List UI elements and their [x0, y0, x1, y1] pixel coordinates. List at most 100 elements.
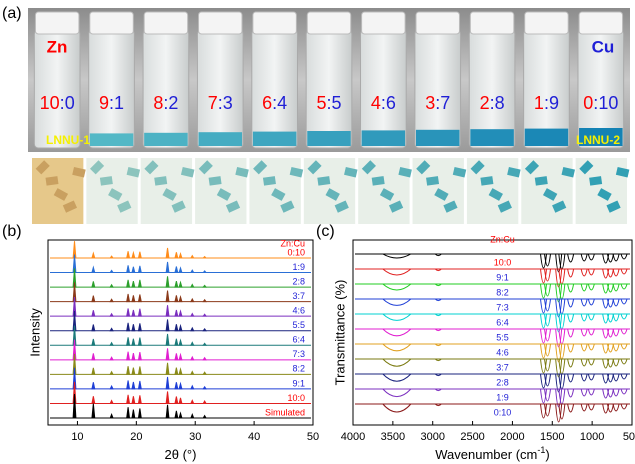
diffraction-peak: [126, 279, 131, 288]
x-tick-label: 1500: [540, 431, 564, 443]
x-axis-label-sup: -1: [537, 445, 545, 455]
absorption-band: [587, 313, 595, 321]
diffraction-peak: [165, 247, 170, 259]
legend-label: 5:5: [496, 332, 509, 342]
absorption-band: [544, 268, 551, 282]
diffraction-peak: [109, 356, 114, 361]
absorption-band: [620, 343, 628, 350]
diffraction-peak: [174, 324, 179, 332]
absorption-band: [567, 283, 575, 293]
ratio-part: 10: [40, 93, 60, 113]
vial-cap: [361, 11, 406, 35]
diffraction-peak: [178, 280, 183, 288]
diffraction-peak: [131, 324, 136, 332]
diffraction-peak: [202, 356, 207, 361]
powder: [415, 129, 460, 146]
diffraction-peak: [131, 409, 136, 419]
absorption-band: [382, 328, 412, 337]
diffraction-peak: [178, 252, 183, 259]
crystal-strip: [32, 158, 630, 224]
crystal: [208, 176, 222, 186]
legend-label: 0:10: [494, 407, 512, 417]
diffraction-peak: [126, 251, 131, 259]
vial-body: [142, 29, 190, 149]
x-tick-label: 3000: [420, 431, 444, 443]
ratio-part: :: [326, 93, 331, 113]
crystal: [317, 176, 331, 186]
absorption-band: [544, 328, 551, 342]
absorption-band: [620, 268, 628, 275]
ratio-part: :: [593, 93, 598, 113]
diffraction-peak: [174, 410, 179, 419]
panel-label: (a): [2, 5, 22, 22]
crystal: [606, 200, 621, 213]
diffraction-peak: [126, 351, 131, 361]
absorption-band: [555, 313, 563, 333]
absorption-band: [606, 388, 614, 398]
diffraction-peak: [109, 370, 114, 375]
legend-label: 9:1: [292, 378, 305, 388]
crystal: [216, 188, 232, 201]
diffraction-peak: [178, 352, 183, 361]
absorption-band: [620, 373, 628, 380]
diffraction-peak: [174, 252, 179, 259]
ratio-part: :: [490, 93, 495, 113]
absorption-band: [567, 358, 575, 368]
absorption-band: [567, 388, 575, 398]
absorption-band: [606, 283, 614, 293]
crystal: [480, 176, 494, 186]
diffraction-peak: [137, 294, 142, 303]
absorption-band: [606, 313, 614, 323]
diffraction-peak: [178, 381, 183, 390]
ratio-part: 9: [99, 93, 109, 113]
ratio-label: 1:9: [534, 93, 559, 113]
crystal: [589, 176, 603, 186]
crystal: [271, 188, 286, 201]
x-tick-label: 2500: [460, 431, 484, 443]
vial-cap: [143, 11, 189, 35]
ratio-part: :: [544, 93, 549, 113]
ratio-part: :: [272, 93, 277, 113]
diffraction-peak: [109, 327, 114, 332]
vial-cap: [415, 11, 460, 35]
diffraction-peak: [174, 280, 179, 288]
ratio-part: 8: [153, 93, 163, 113]
absorption-band: [580, 268, 588, 277]
absorption-band: [567, 343, 575, 353]
ratio-part: 1: [114, 93, 124, 113]
crystal: [426, 176, 440, 186]
ratio-label: 9:1: [99, 93, 124, 113]
diffraction-peak: [131, 352, 136, 361]
x-axis-label-text: Wavenumber (cm: [435, 447, 537, 462]
crystal: [597, 188, 612, 201]
absorption-band: [434, 313, 442, 317]
x-axis-label-text: 2θ (°): [165, 447, 197, 462]
crystal: [615, 166, 630, 178]
absorption-band: [620, 403, 628, 410]
x-tick-label: 50: [307, 431, 319, 443]
diffraction-peak: [165, 362, 170, 375]
diffraction-peak: [109, 298, 114, 303]
vial-cap: [89, 11, 134, 35]
crystal: [35, 160, 50, 175]
ratio-part: :: [163, 93, 168, 113]
absorption-band: [587, 358, 595, 366]
absorption-band: [555, 343, 563, 363]
absorption-band: [620, 358, 628, 365]
absorption-band: [606, 343, 614, 353]
absorption-band: [382, 283, 412, 291]
crystal: [307, 160, 322, 175]
legend-label: 1:9: [292, 262, 305, 272]
vial-body: [305, 29, 353, 149]
ratio-part: 4: [277, 93, 287, 113]
diffraction-peak: [202, 255, 208, 259]
diffraction-peak: [202, 414, 207, 419]
absorption-band: [555, 373, 563, 393]
diffraction-peak: [190, 254, 195, 259]
absorption-band: [612, 268, 620, 277]
legend-label: 4:6: [292, 306, 305, 316]
absorption-band: [587, 268, 595, 276]
crystal: [361, 160, 376, 175]
absorption-band: [555, 283, 563, 303]
